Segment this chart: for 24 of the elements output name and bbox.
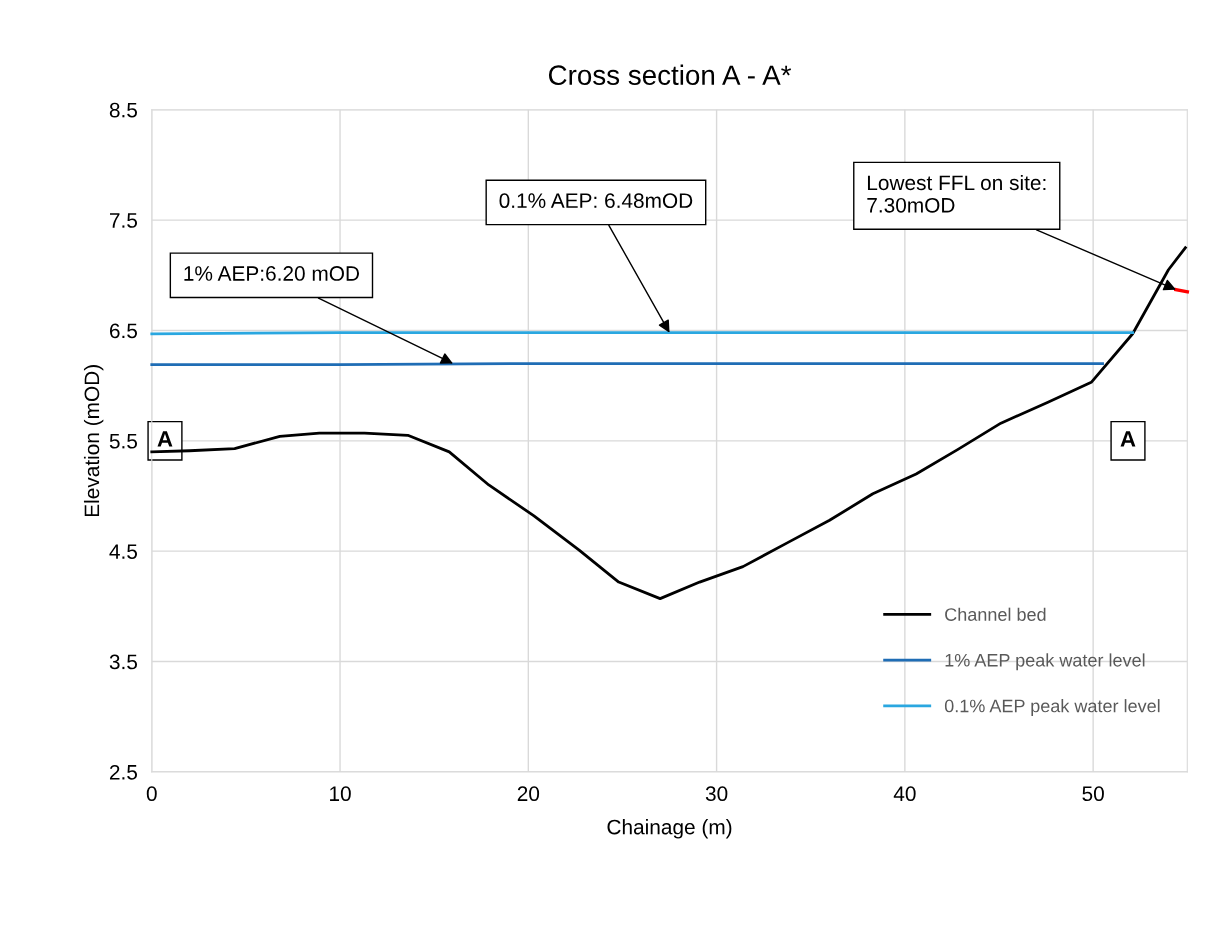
y-tick-label: 4.5	[109, 544, 138, 559]
y-tick-label: 5.5	[109, 434, 138, 449]
x-tick-label: 50	[1082, 786, 1104, 802]
y-tick-label: 6.5	[109, 323, 138, 339]
chart-title: Cross section A - A*	[548, 64, 792, 86]
x-tick-label: 0	[146, 786, 157, 802]
y-tick-label: 2.5	[109, 764, 138, 780]
x-tick-label: 40	[893, 786, 916, 802]
legend-label: 0.1% AEP peak water level	[944, 699, 1160, 716]
legend-label: Channel bed	[945, 607, 1046, 621]
x-tick-label: 20	[517, 786, 540, 802]
y-tick-label: 8.5	[109, 102, 138, 118]
annotation: A	[1120, 431, 1136, 447]
annotation: A	[157, 431, 173, 447]
annotation: Lowest FFL on site: 7.30mOD	[867, 174, 1046, 213]
x-tick-label: 10	[330, 786, 351, 802]
legend-label: 1% AEP peak water level	[945, 653, 1145, 671]
annotation: 0.1% AEP: 6.48mOD	[499, 193, 693, 209]
y-tick-label: 3.5	[109, 654, 138, 670]
y-tick-label: 7.5	[110, 213, 138, 228]
x-axis-title: Chainage (m)	[607, 819, 732, 839]
annotation: 1% AEP:6.20 mOD	[184, 266, 360, 281]
x-tick-label: 30	[705, 786, 728, 802]
y-axis-title: Elevation (mOD)	[83, 365, 104, 517]
